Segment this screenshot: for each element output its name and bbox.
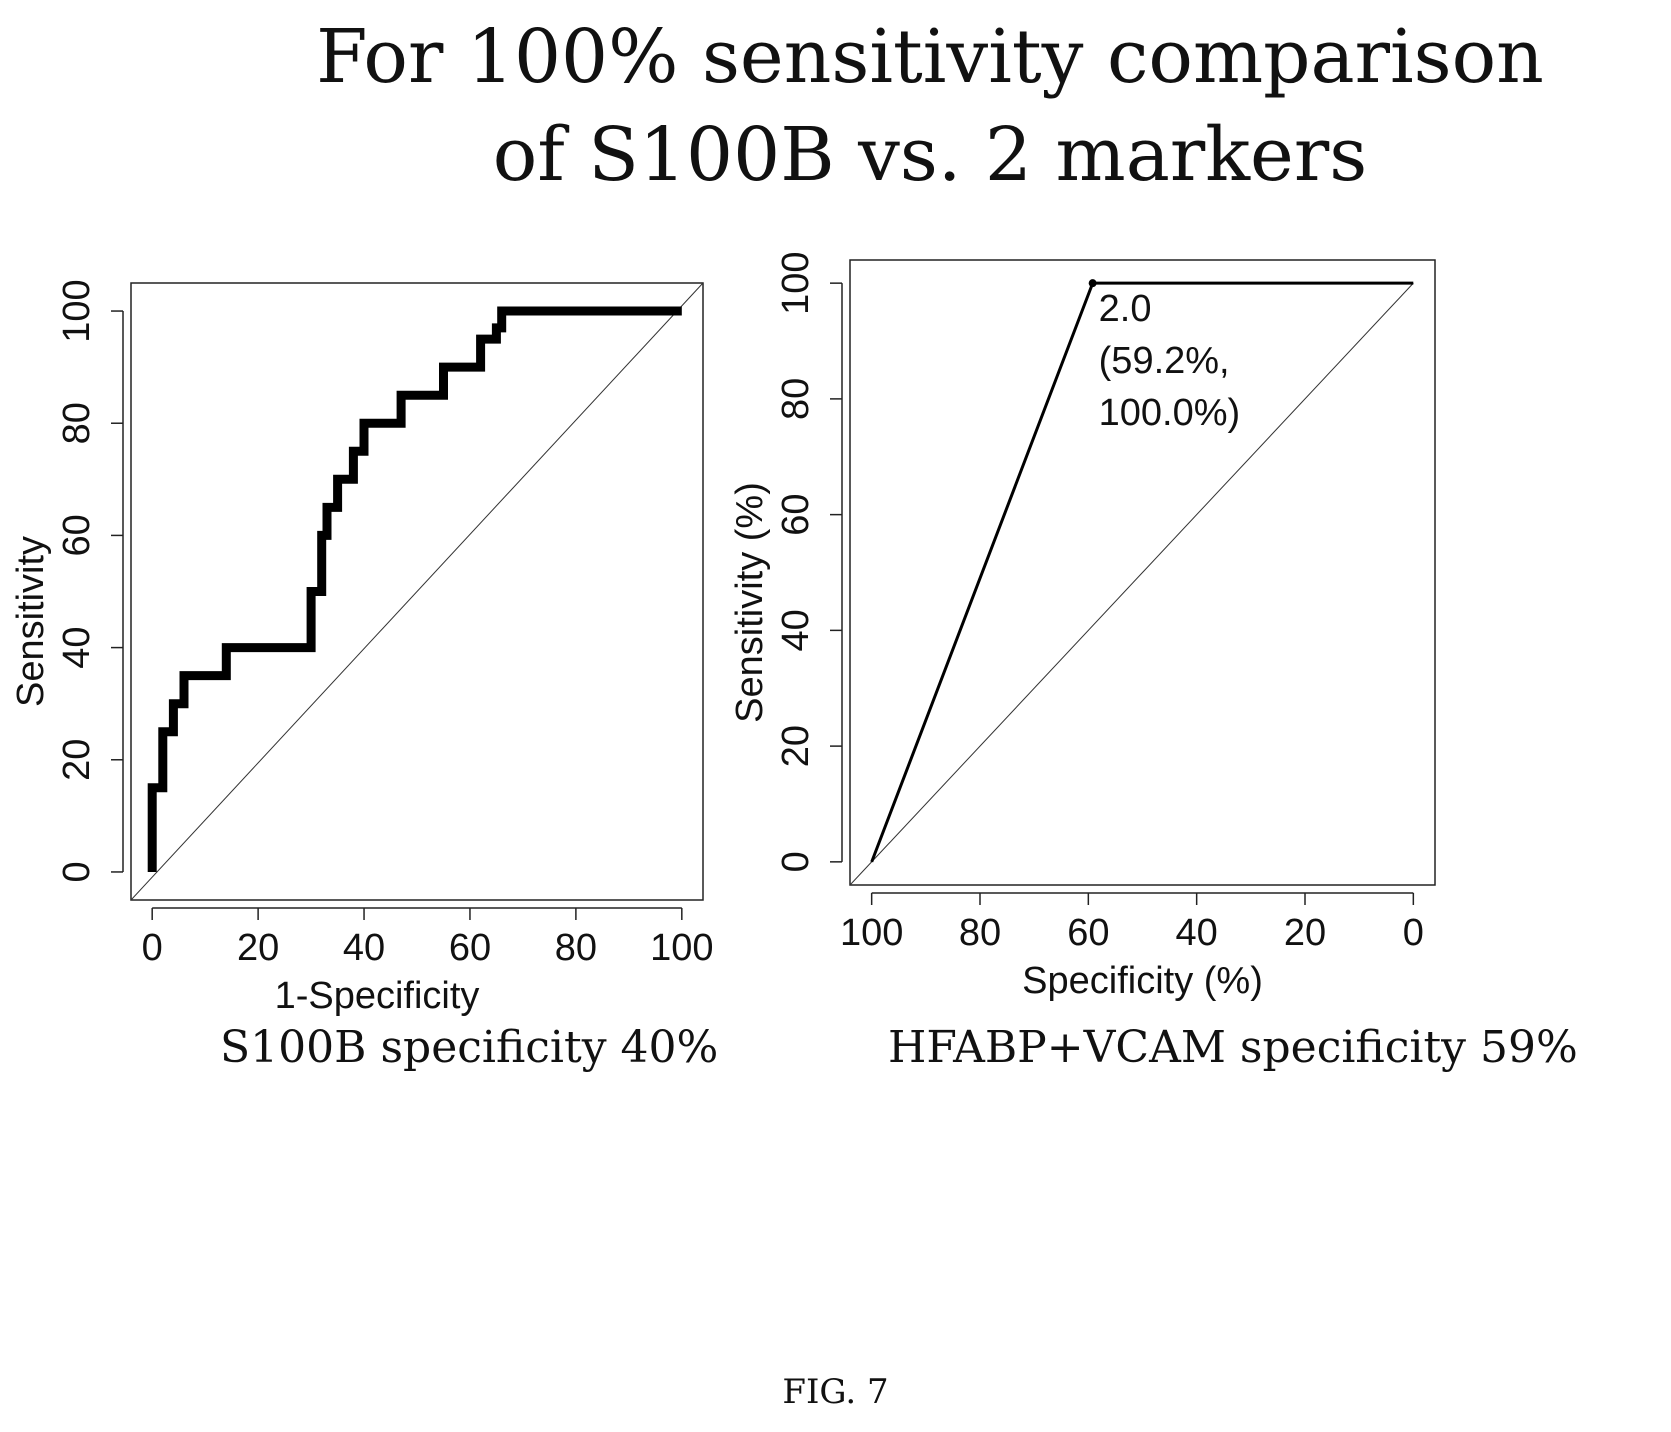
left-x-tick-label: 0	[142, 927, 163, 969]
right-y-tick-label: 40	[775, 609, 817, 651]
left-x-tick-label: 80	[555, 927, 597, 969]
left-y-tick-label: 60	[56, 514, 98, 556]
left-y-tick-label: 40	[56, 626, 98, 668]
right-cutoff-annotation-line: (59.2%,	[1099, 340, 1230, 382]
right-cutoff-annotation-line: 2.0	[1099, 288, 1152, 330]
right-x-tick-label: 80	[959, 912, 1001, 954]
right-y-tick-label: 0	[775, 851, 817, 872]
right-y-tick-label: 100	[775, 251, 817, 314]
figure-title: For 100% sensitivity comparison of S100B…	[240, 8, 1620, 204]
left-y-tick-label: 0	[56, 861, 98, 882]
right-cutoff-annotation-line: 100.0%)	[1099, 392, 1241, 434]
right-x-tick-label: 20	[1284, 912, 1326, 954]
left-x-tick-label: 20	[237, 927, 279, 969]
title-line-1: For 100% sensitivity comparison	[316, 14, 1544, 100]
left-y-tick-label: 100	[56, 279, 98, 342]
right-cutoff-point	[1088, 279, 1097, 288]
left-reference-diagonal	[130, 282, 704, 901]
left-y-axis-label: Sensitivity	[10, 536, 52, 707]
right-y-tick-label: 80	[775, 378, 817, 420]
right-reference-diagonal	[849, 282, 1414, 886]
right-x-axis-label: Specificity (%)	[1022, 960, 1263, 1002]
left-x-tick-label: 100	[650, 927, 713, 969]
right-x-tick-label: 60	[1067, 912, 1109, 954]
left-x-tick-label: 40	[343, 927, 385, 969]
left-x-tick-label: 60	[449, 927, 491, 969]
title-line-2: of S100B vs. 2 markers	[492, 112, 1368, 198]
right-chart-caption: HFABP+VCAM specificity 59%	[888, 1022, 1578, 1073]
left-chart-caption: S100B specificity 40%	[220, 1022, 719, 1073]
right-plot-frame	[849, 259, 1436, 886]
left-x-axis-label: 1-Specificity	[275, 975, 480, 1017]
left-y-tick-label: 80	[56, 402, 98, 444]
right-x-tick-label: 100	[840, 912, 903, 954]
left-roc-curve	[147, 306, 682, 872]
right-y-tick-label: 60	[775, 493, 817, 535]
right-y-axis-label: Sensitivity (%)	[729, 482, 771, 723]
right-x-tick-label: 40	[1176, 912, 1218, 954]
left-y-tick-label: 20	[56, 739, 98, 781]
left-plot-frame	[130, 282, 704, 901]
figure-label: FIG. 7	[782, 1372, 889, 1412]
right-x-tick-label: 0	[1403, 912, 1424, 954]
right-y-tick-label: 20	[775, 725, 817, 767]
